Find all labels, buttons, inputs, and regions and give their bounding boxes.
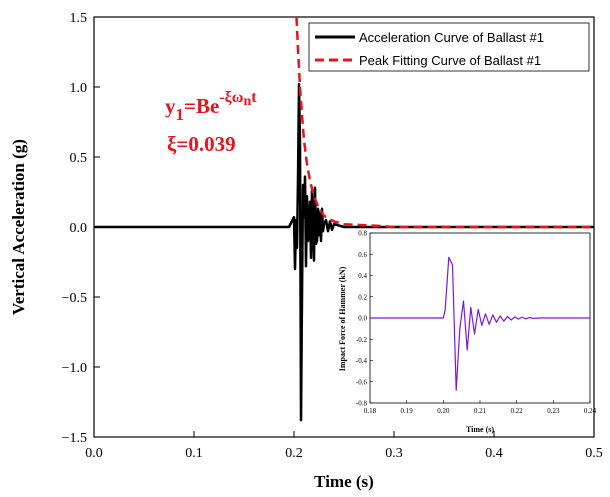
y-tick-label: 0.0	[70, 221, 88, 236]
inset-y-tick-label: -0.8	[356, 400, 368, 408]
formula-superscript-end: t	[251, 89, 257, 106]
inset-x-axis-title: Time (s)	[466, 425, 494, 434]
y-axis-title: Vertical Acceleration (g)	[9, 139, 28, 315]
formula-annotation: y1=Be-ξωnt	[165, 89, 257, 124]
inset-y-tick-label: 0.6	[358, 251, 367, 259]
inset-x-tick-label: 0.21	[474, 407, 487, 415]
formula-superscript: -ξω	[219, 89, 243, 106]
impact-force-curve	[370, 256, 590, 391]
formula-subscript: 1	[176, 105, 185, 124]
formula-base: y	[165, 94, 176, 118]
y-tick-label: −1.5	[62, 431, 87, 446]
y-tick-label: 0.5	[70, 151, 88, 166]
inset-y-tick-label: 0.0	[358, 315, 367, 323]
inset-y-tick-label: -0.4	[356, 357, 368, 365]
x-tick-label: 0.1	[185, 446, 203, 461]
x-tick-label: 0.3	[385, 446, 403, 461]
y-tick-label: −0.5	[62, 291, 87, 306]
inset-x-tick-label: 0.24	[584, 407, 597, 415]
formula-mid: =Be	[184, 94, 219, 118]
inset-y-tick-label: -0.6	[356, 378, 368, 386]
acceleration-curve	[94, 82, 594, 422]
inset-series	[370, 256, 590, 391]
x-axis-title: Time (s)	[314, 472, 374, 491]
inset-y-tick-label: 0.2	[358, 293, 367, 301]
y-tick-label: 1.0	[70, 81, 88, 96]
inset-x-tick-label: 0.20	[437, 407, 450, 415]
main-ticks: 0.0 0.1 0.2 0.3 0.4 0.5 1.5 1.0 0.5 0.0 −0.5 −1.0 −1…	[62, 11, 603, 461]
y-tick-label: −1.0	[62, 361, 87, 376]
legend: Acceleration Curve of Ballast #1 Peak Fi…	[308, 22, 590, 72]
legend-box	[308, 22, 590, 72]
inset-ticks: 0.18 0.19 0.20 0.21 0.22 0.23 0.24 0.8 0.6 0.4 0.2…	[356, 230, 597, 416]
inset-y-tick-label: 0.8	[358, 230, 367, 238]
inset-y-axis-title: Impact Force of Hammer (kN)	[338, 266, 347, 371]
x-tick-label: 0.2	[285, 446, 303, 461]
inset-x-tick-label: 0.22	[511, 407, 524, 415]
inset-x-tick-label: 0.18	[364, 407, 377, 415]
peak-fitting-curve	[295, 16, 594, 229]
inset-x-tick-label: 0.19	[401, 407, 414, 415]
inset-x-tick-label: 0.23	[547, 407, 560, 415]
y-tick-label: 1.5	[70, 11, 88, 26]
legend-label-fit: Peak Fitting Curve of Ballast #1	[359, 53, 541, 68]
inset-y-tick-label: -0.2	[356, 336, 368, 344]
x-tick-label: 0.5	[585, 446, 603, 461]
xi-annotation: ξ=0.039	[167, 132, 236, 156]
inset-y-tick-label: 0.4	[358, 272, 367, 280]
x-tick-label: 0.4	[485, 446, 503, 461]
x-tick-label: 0.0	[85, 446, 103, 461]
legend-label-acceleration: Acceleration Curve of Ballast #1	[359, 30, 544, 45]
main-series	[94, 16, 594, 422]
formula-superscript-sub: n	[243, 94, 251, 109]
